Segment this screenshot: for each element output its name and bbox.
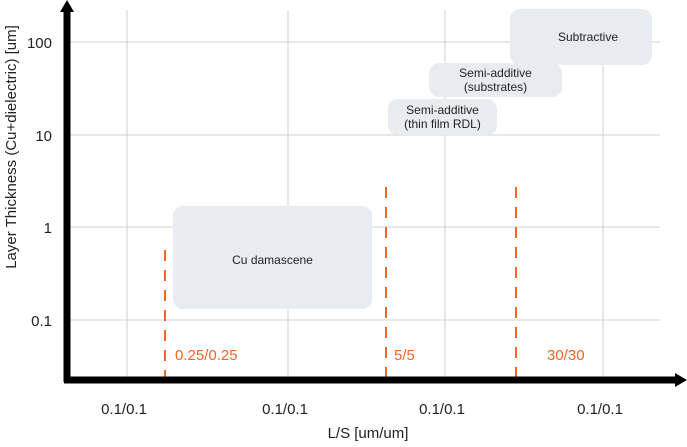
region-label: (substrates) (464, 80, 527, 94)
x-tick-label: 0.1/0.1 (101, 401, 147, 418)
threshold-label: 30/30 (547, 347, 585, 364)
y-axis-arrow-icon (60, 0, 74, 12)
y-tick-label: 10 (35, 128, 52, 145)
axes (60, 0, 687, 387)
x-axis-arrow-icon (675, 373, 687, 387)
region-label: Semi-additive (406, 103, 479, 117)
y-tick-label: 100 (27, 35, 52, 52)
x-tick-label: 0.1/0.1 (262, 401, 308, 418)
threshold-label: 0.25/0.25 (175, 347, 238, 364)
x-tick-label: 0.1/0.1 (577, 401, 623, 418)
y-tick-label: 1 (44, 220, 52, 237)
y-axis-label: Layer Thickness (Cu+dielectric) [um] (3, 25, 20, 269)
region-label: Semi-additive (459, 66, 532, 80)
region-label: Subtractive (558, 30, 618, 44)
region-semi-additive-substrates (429, 63, 562, 97)
region-label: (thin film RDL) (404, 117, 481, 131)
region-subtractive (510, 9, 652, 65)
region-label: Cu damascene (232, 253, 313, 267)
x-tick-label: 0.1/0.1 (419, 401, 465, 418)
regions: Cu damasceneSubtractiveSemi-additive(sub… (173, 9, 652, 309)
thresholds: 0.25/0.25 5/5 30/30 (164, 187, 585, 380)
grid (67, 10, 660, 380)
region-cu-damascene (173, 206, 372, 309)
x-axis-label: L/S [um/um] (328, 425, 409, 442)
tick-labels: 100 10 1 0.1 0.1/0.1 0.1/0.1 0.1/0.1 0.1/0.1 (27, 35, 623, 418)
y-tick-label: 0.1 (31, 313, 52, 330)
region-semi-additive-thin-film-rdl (388, 99, 497, 135)
threshold-label: 5/5 (394, 347, 415, 364)
